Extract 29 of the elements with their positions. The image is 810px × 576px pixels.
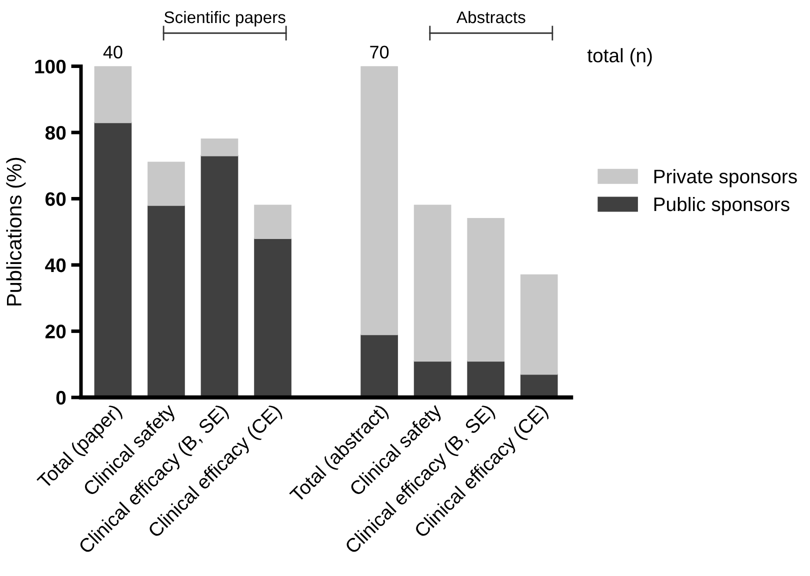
y-tick-label: 60	[46, 192, 66, 206]
bar	[467, 218, 504, 362]
annotation: 70	[370, 46, 389, 59]
bar	[200, 138, 238, 156]
bar	[200, 155, 238, 398]
annotation: 40	[103, 46, 122, 59]
bar	[94, 66, 132, 124]
bar	[360, 66, 398, 336]
bar	[414, 360, 452, 398]
y-tick-label: 20	[45, 324, 66, 338]
y-axis-title: Publications (%)	[6, 158, 26, 306]
y-tick-label: 100	[35, 60, 66, 74]
y-tick-label: 0	[56, 390, 66, 405]
bar	[360, 334, 398, 398]
bar	[414, 204, 452, 362]
bar	[254, 238, 292, 398]
text: Abstracts	[456, 10, 526, 24]
bar	[148, 162, 185, 206]
bar	[254, 204, 292, 240]
bar	[148, 204, 185, 398]
bar	[94, 122, 132, 398]
legend-label: Public sponsors	[654, 196, 790, 216]
legend-label: Private sponsors	[654, 169, 797, 188]
bar	[520, 274, 558, 375]
y-tick-label: 80	[45, 126, 66, 140]
text: Scientific papers	[164, 10, 286, 26]
y-tick-label: 40	[45, 258, 66, 272]
bar	[467, 360, 504, 398]
text: total (n)	[587, 48, 652, 66]
